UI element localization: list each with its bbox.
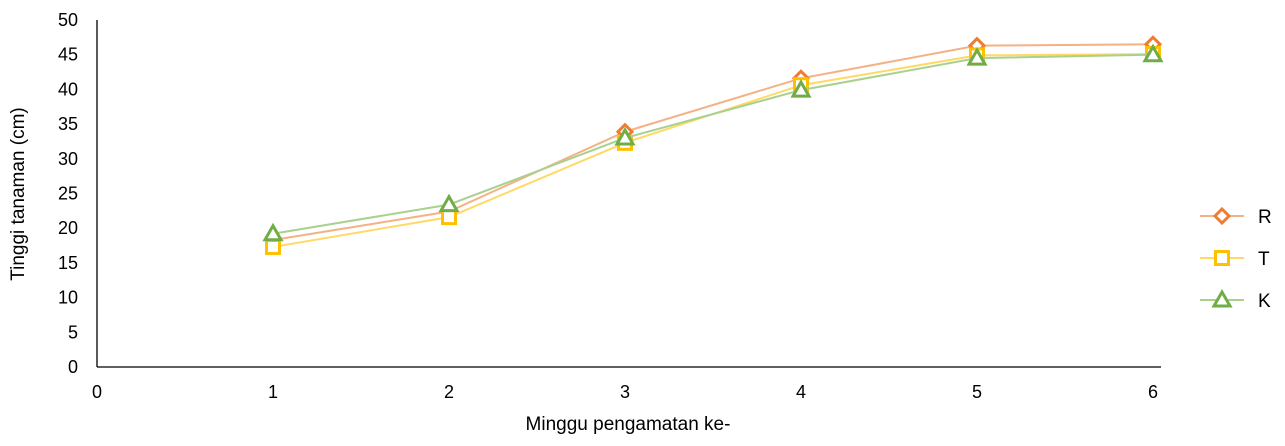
series-T (265, 46, 1161, 255)
series-K (262, 43, 1164, 242)
y-tick-label: 10 (58, 288, 78, 308)
legend-marker (1214, 250, 1230, 266)
y-tick-label: 15 (58, 253, 78, 273)
legend-label: T (1258, 249, 1270, 270)
legend: RTK (1200, 206, 1272, 312)
axes (96, 20, 1161, 368)
x-tick-label: 2 (444, 382, 454, 402)
y-tick-label: 20 (58, 218, 78, 238)
x-tick-label: 4 (796, 382, 806, 402)
legend-item-R: R (1200, 206, 1272, 228)
legend-item-T: T (1200, 249, 1270, 270)
legend-item-K: K (1200, 288, 1271, 312)
legend-label: R (1258, 207, 1272, 228)
x-tick-label: 3 (620, 382, 630, 402)
series-line (272, 43, 1154, 241)
data-point (790, 79, 812, 98)
y-tick-label: 35 (58, 114, 78, 134)
y-tick-label: 30 (58, 149, 78, 169)
legend-label: K (1258, 291, 1271, 312)
y-axis-label: Tinggi tanaman (cm) (8, 107, 29, 281)
x-tick-label: 6 (1148, 382, 1158, 402)
series-line (272, 53, 1154, 235)
legend-marker (1212, 206, 1232, 226)
plot-area (262, 35, 1164, 255)
data-point (1142, 43, 1164, 63)
x-tick-label: 1 (268, 382, 278, 402)
legend-marker (1211, 288, 1233, 308)
x-tick-label: 5 (972, 382, 982, 402)
x-axis-label: Minggu pengamatan ke- (526, 414, 731, 435)
data-point (262, 222, 284, 242)
data-point (614, 126, 636, 146)
y-tick-label: 45 (58, 45, 78, 65)
data-point (441, 209, 457, 226)
y-tick-label: 0 (68, 357, 78, 377)
x-tick-label: 0 (92, 382, 102, 402)
data-point (438, 193, 460, 213)
y-tick-label: 50 (58, 10, 78, 30)
y-tick-label: 40 (58, 79, 78, 99)
data-point (966, 47, 988, 66)
series-R (263, 35, 1163, 250)
y-tick-label: 5 (68, 322, 78, 342)
y-tick-label: 25 (58, 184, 78, 204)
data-point (265, 238, 281, 255)
